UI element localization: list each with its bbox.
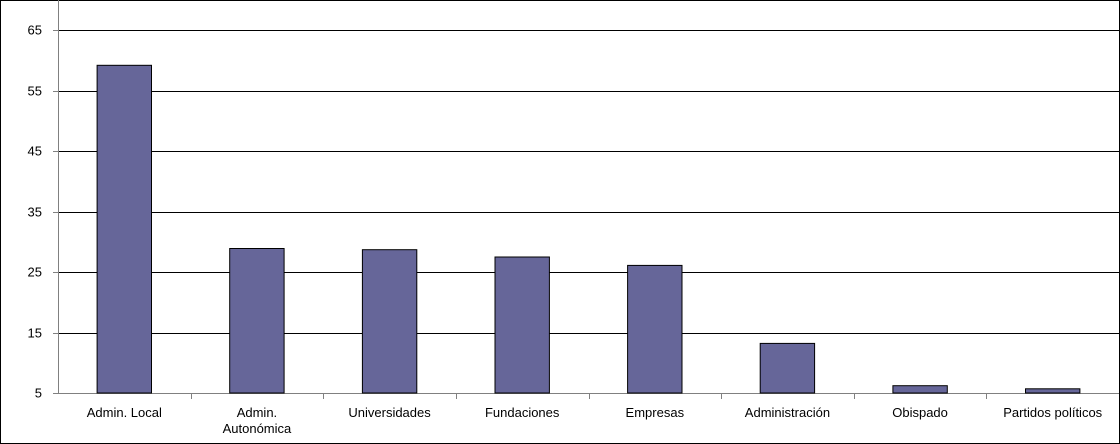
bar: [892, 385, 948, 394]
bar: [627, 264, 683, 394]
bars: [96, 64, 1081, 394]
x-category-labels: Admin. Local Admin. Autonómica Universidade…: [87, 405, 1103, 436]
y-tick-label: 55: [28, 84, 42, 99]
x-category-label: Universidades: [348, 405, 431, 420]
y-tick-label: 65: [28, 23, 42, 38]
x-category-label: Administración: [745, 405, 830, 420]
bar: [229, 248, 285, 394]
x-category-label: Fundaciones: [485, 405, 560, 420]
x-category-label: Obispado: [892, 405, 948, 420]
bar: [361, 249, 418, 394]
y-tick-label: 15: [28, 326, 42, 341]
y-tick-label: 35: [28, 205, 42, 220]
y-tick-label: 5: [35, 386, 42, 401]
x-category-label: Admin. Autonómica: [223, 405, 292, 436]
x-category-label: Admin. Local: [87, 405, 162, 420]
bar: [494, 256, 550, 394]
bar: [96, 64, 152, 394]
x-category-label: Partidos políticos: [1003, 405, 1102, 420]
bar: [759, 342, 816, 394]
y-tick-labels: 5 15 25 35 45 55 65: [28, 23, 42, 401]
y-tick-label: 45: [28, 144, 42, 159]
x-category-label: Empresas: [626, 405, 685, 420]
y-tick-label: 25: [28, 265, 42, 280]
bar: [1025, 388, 1081, 394]
